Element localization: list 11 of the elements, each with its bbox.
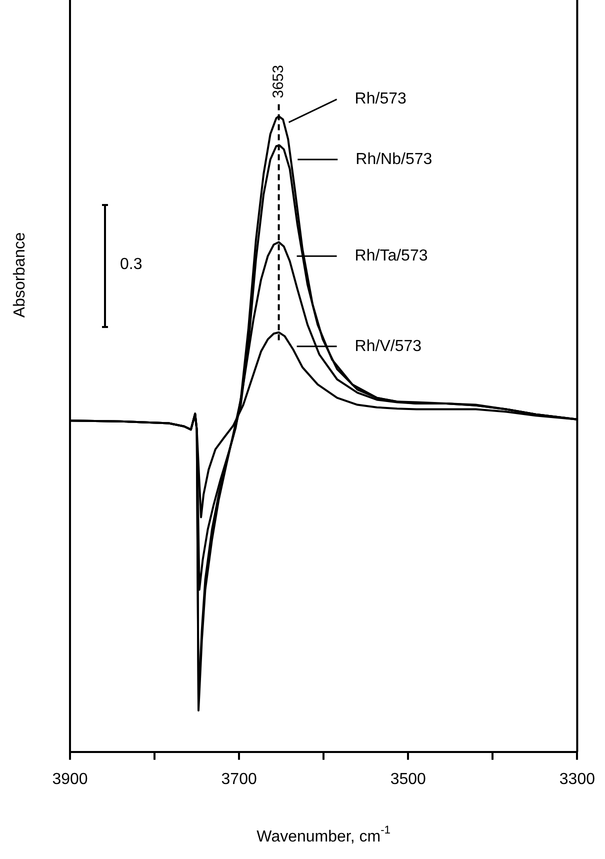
legend-label: Rh/Ta/573 — [354, 248, 428, 265]
y-axis-title: Absorbance — [11, 232, 28, 318]
x-tick-label: 3900 — [52, 770, 88, 788]
x-tick-label: 3500 — [390, 770, 426, 788]
text: Rh/573 — [354, 90, 406, 108]
x-tick-label: 3700 — [221, 770, 257, 788]
ref-line-label: 3653 — [270, 64, 287, 98]
legend-label: Rh/Nb/573 — [356, 150, 432, 168]
x-tick-label: 3300 — [559, 770, 596, 788]
legend-label: Rh/V/573 — [354, 338, 422, 355]
annotation: 0.3 — [120, 256, 142, 274]
